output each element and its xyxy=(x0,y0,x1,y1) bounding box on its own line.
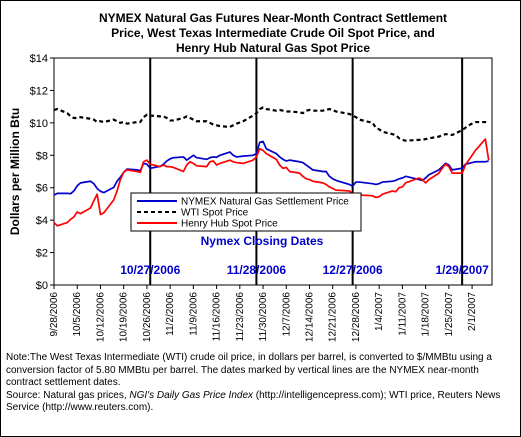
y-tick-label: $0 xyxy=(36,280,48,292)
x-tick-label: 10/19/2006 xyxy=(119,292,130,342)
y-axis-title: Dollars per Million Btu xyxy=(8,108,22,235)
source-prefix: Source: Natural gas prices, xyxy=(6,389,130,401)
x-tick-label: 11/9/2006 xyxy=(188,292,199,336)
x-tick-label: 10/26/2006 xyxy=(142,292,153,342)
x-tick-label: 11/23/2006 xyxy=(235,292,246,342)
x-tick-label: 12/21/2006 xyxy=(328,292,339,342)
x-tick-label: 1/18/2007 xyxy=(421,292,432,337)
title-line-3: Henry Hub Natural Gas Spot Price xyxy=(176,41,370,55)
chart-notes: Note:The West Texas Intermediate (WTI) c… xyxy=(6,352,514,415)
legend-label: Henry Hub Spot Price xyxy=(181,219,278,230)
x-tick-label: 11/16/2006 xyxy=(212,292,223,342)
x-tick-label: 10/5/2006 xyxy=(72,292,83,337)
y-tick-label: $10 xyxy=(30,118,48,130)
x-tick-label: 12/28/2006 xyxy=(351,292,362,342)
x-tick-label: 10/12/2006 xyxy=(95,292,106,342)
title-line-2: Price, West Texas Intermediate Crude Oil… xyxy=(111,26,435,40)
y-tick-label: $8 xyxy=(36,150,48,162)
title-line-1: NYMEX Natural Gas Futures Near-Month Con… xyxy=(99,11,447,25)
closing-date-label: 12/27/2006 xyxy=(323,263,383,277)
closing-date-markers: 10/27/2006 11/28/2006 12/27/2006 1/29/2007 N… xyxy=(120,58,489,285)
x-tick-label: 11/2/2006 xyxy=(165,292,176,336)
price-chart: NYMEX Natural Gas Futures Near-Month Con… xyxy=(8,11,493,342)
series-line-2 xyxy=(53,106,489,142)
closing-date-label: 10/27/2006 xyxy=(120,263,180,277)
legend-label: NYMEX Natural Gas Settlement Price xyxy=(181,197,349,208)
source-rest: (http://intelligencepress.com); WTI pric… xyxy=(6,389,501,414)
note-text: Note:The West Texas Intermediate (WTI) c… xyxy=(6,352,492,389)
x-axis: 9/28/2006 10/5/2006 10/12/2006 10/19/2006 10… xyxy=(49,285,478,342)
x-tick-label: 12/14/2006 xyxy=(305,292,316,342)
source-text: Source: Natural gas prices, NGI's Daily … xyxy=(6,390,514,415)
y-tick-label: $4 xyxy=(36,215,48,227)
closing-dates-caption: Nymex Closing Dates xyxy=(201,234,324,248)
x-tick-label: 11/30/2006 xyxy=(258,292,269,342)
chart-title: NYMEX Natural Gas Futures Near-Month Con… xyxy=(99,11,447,55)
y-tick-label: $6 xyxy=(36,183,48,195)
y-tick-label: $2 xyxy=(36,248,48,260)
closing-date-label: 11/28/2006 xyxy=(227,263,287,277)
plot-area xyxy=(53,57,493,286)
legend-box xyxy=(130,192,362,232)
closing-date-label: 1/29/2007 xyxy=(435,263,489,277)
series-lines xyxy=(53,106,490,227)
source-publication: NGI's Daily Gas Price Index xyxy=(129,389,254,401)
y-axis: $0 $2 $4 $6 $8 $10 $12 $14 Dollars per Million B… xyxy=(8,53,493,292)
x-tick-label: 1/25/2007 xyxy=(444,292,455,337)
x-tick-label: 2/1/2007 xyxy=(467,292,478,331)
x-tick-label: 1/4/2007 xyxy=(374,292,385,331)
series-line-1 xyxy=(53,140,489,196)
legend-label: WTI Spot Price xyxy=(181,208,249,219)
x-tick-label: 9/28/2006 xyxy=(49,292,60,337)
series-line-3 xyxy=(53,138,490,227)
y-tick-label: $14 xyxy=(30,53,48,65)
y-tick-label: $12 xyxy=(30,85,48,97)
x-tick-label: 1/11/2007 xyxy=(397,292,408,336)
x-tick-label: 12/7/2006 xyxy=(281,292,292,337)
